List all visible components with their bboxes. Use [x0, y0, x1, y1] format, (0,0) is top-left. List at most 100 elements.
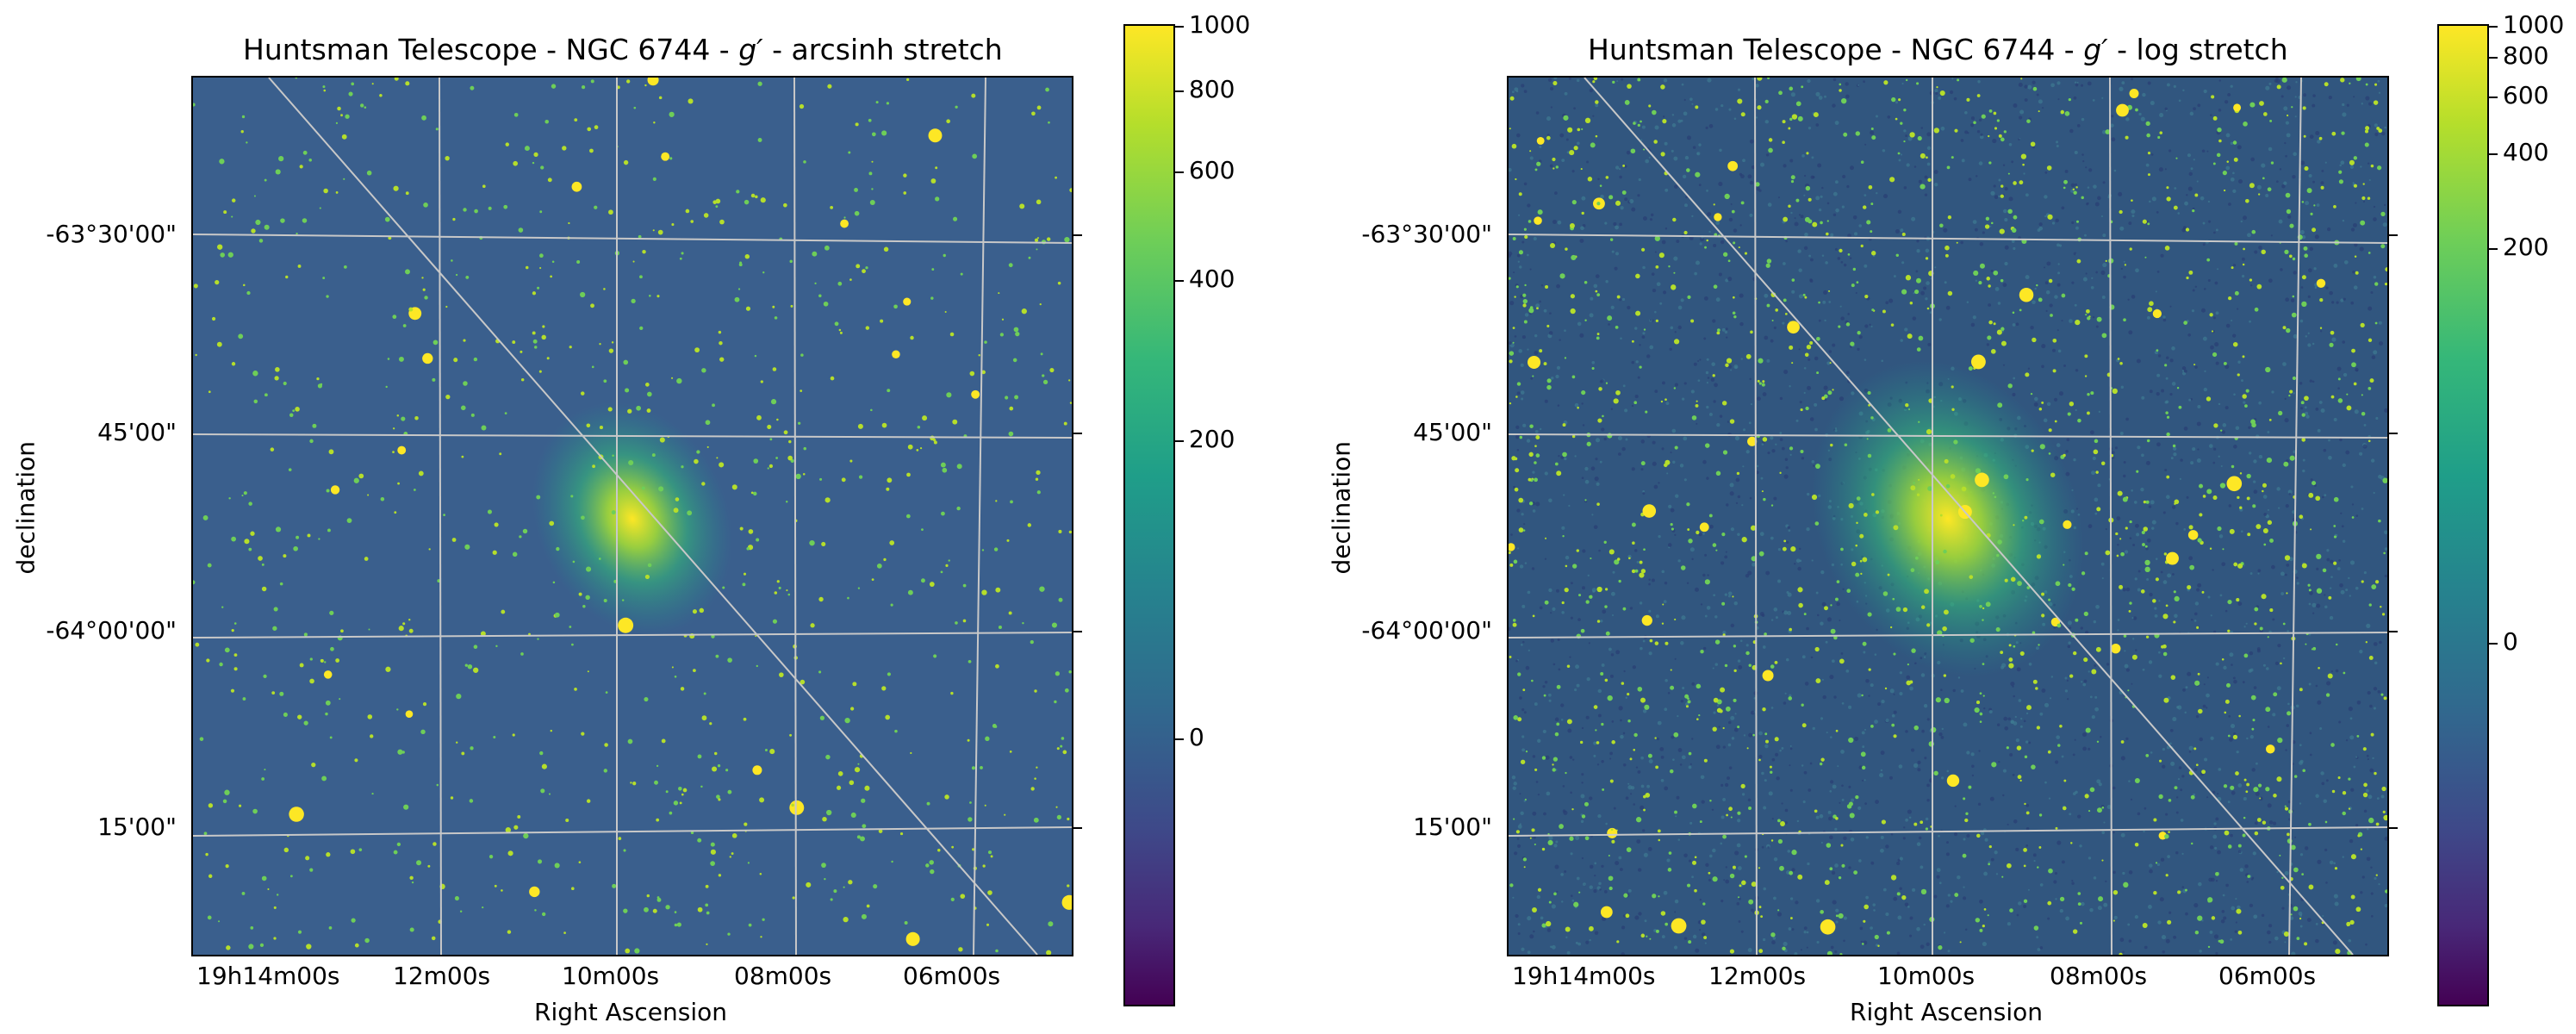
noise-speck — [1663, 890, 1668, 895]
noise-speck — [2249, 903, 2254, 908]
star — [2315, 495, 2321, 501]
noise-speck — [1803, 246, 1808, 251]
noise-speck — [2360, 165, 2362, 168]
noise-speck — [2280, 95, 2284, 98]
star — [1860, 751, 1866, 757]
noise-speck — [1835, 208, 1839, 213]
star — [1909, 301, 1913, 305]
star — [1608, 855, 1610, 857]
noise-speck — [2249, 320, 2251, 323]
noise-speck — [1727, 591, 1733, 596]
star — [598, 557, 601, 560]
noise-speck — [2349, 165, 2355, 169]
noise-speck — [2125, 668, 2130, 672]
noise-speck — [1734, 365, 1738, 369]
noise-speck — [2193, 902, 2199, 908]
noise-speck — [1748, 421, 1752, 425]
noise-speck — [1809, 278, 1813, 282]
star — [2351, 362, 2356, 368]
noise-speck — [1789, 747, 1793, 751]
noise-speck — [2247, 233, 2251, 238]
noise-speck — [1770, 619, 1774, 621]
noise-speck — [1596, 763, 1600, 766]
star — [1726, 358, 1733, 364]
star — [948, 559, 950, 562]
star — [1541, 847, 1546, 851]
star — [1592, 80, 1596, 84]
noise-speck — [1936, 868, 1941, 873]
star — [464, 663, 468, 667]
star — [2084, 551, 2088, 556]
star — [760, 197, 766, 203]
noise-speck — [1533, 836, 1536, 839]
star — [1770, 504, 1774, 507]
noise-speck — [1783, 474, 1789, 479]
noise-speck — [1558, 668, 1561, 671]
noise-speck — [2034, 287, 2037, 290]
star — [385, 385, 388, 389]
noise-speck — [2094, 202, 2100, 207]
noise-speck — [1517, 824, 1522, 829]
noise-speck — [1683, 111, 1688, 116]
star — [2267, 520, 2273, 526]
noise-speck — [1527, 950, 1531, 955]
star — [1639, 365, 1642, 369]
star — [340, 629, 344, 633]
noise-speck — [2093, 876, 2097, 880]
star — [1595, 100, 1599, 104]
star — [881, 422, 887, 428]
noise-speck — [2082, 746, 2088, 751]
noise-speck — [1554, 717, 1559, 722]
noise-speck — [1933, 170, 1938, 174]
star — [2368, 656, 2374, 660]
noise-speck — [2248, 426, 2251, 429]
noise-speck — [1912, 888, 1916, 892]
star — [1546, 378, 1552, 383]
star — [2125, 526, 2128, 530]
star — [1868, 185, 1873, 190]
noise-speck — [2206, 676, 2209, 679]
star — [1765, 263, 1770, 268]
noise-speck — [1842, 174, 1846, 179]
noise-speck — [2229, 738, 2233, 742]
star — [719, 340, 723, 346]
star — [1001, 318, 1005, 321]
noise-speck — [1804, 682, 1809, 686]
star — [774, 316, 778, 320]
star — [2334, 867, 2338, 870]
noise-speck — [1857, 347, 1860, 352]
noise-speck — [1670, 326, 1674, 330]
noise-speck — [2075, 408, 2077, 412]
noise-speck — [2312, 342, 2315, 346]
star — [2288, 254, 2293, 258]
noise-speck — [2243, 797, 2247, 801]
star — [335, 658, 340, 663]
noise-speck — [2281, 906, 2285, 910]
star — [783, 430, 788, 435]
star — [2380, 244, 2386, 249]
star — [775, 457, 779, 459]
star — [887, 672, 892, 676]
noise-speck — [1586, 676, 1590, 682]
star — [1515, 830, 1520, 834]
noise-speck — [2215, 311, 2219, 315]
star — [299, 165, 303, 169]
noise-speck — [1673, 256, 1678, 261]
star — [2201, 769, 2206, 775]
star — [413, 489, 416, 491]
galaxy — [532, 402, 732, 636]
noise-speck — [1767, 846, 1770, 849]
noise-speck — [1901, 83, 1904, 85]
noise-speck — [1917, 760, 1921, 764]
star — [943, 253, 946, 258]
noise-speck — [2190, 461, 2194, 465]
star — [2362, 183, 2365, 185]
noise-speck — [1619, 222, 1622, 227]
noise-speck — [1726, 503, 1729, 507]
noise-speck — [2203, 387, 2207, 392]
noise-speck — [1564, 329, 1566, 333]
star — [1976, 833, 1981, 838]
star — [731, 852, 734, 856]
noise-speck — [2007, 922, 2011, 926]
star — [849, 278, 852, 281]
